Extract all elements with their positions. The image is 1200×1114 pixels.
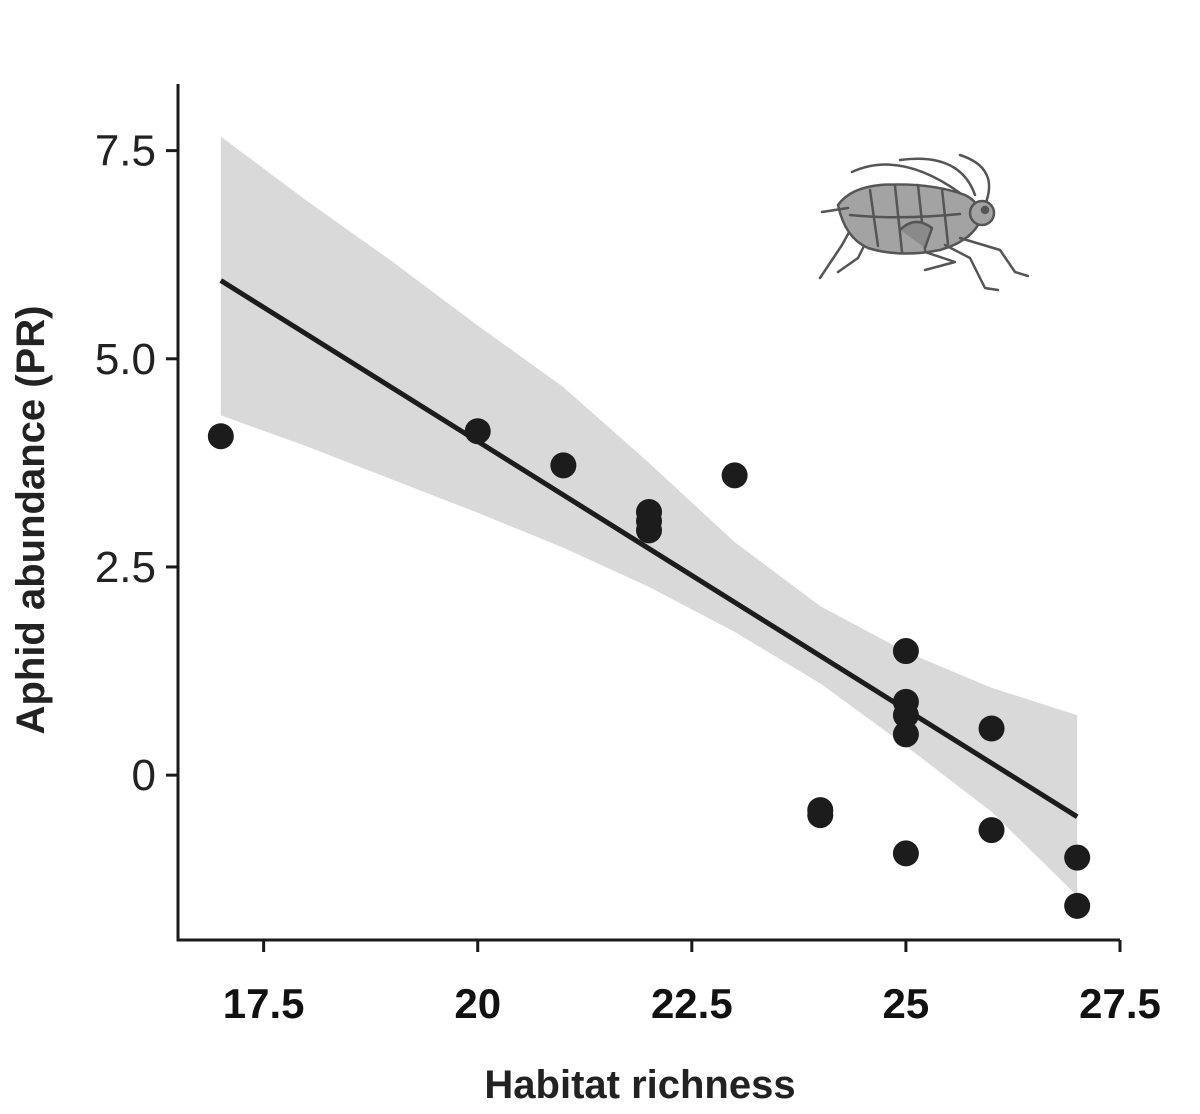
data-point — [636, 517, 662, 544]
x-tick-labels: 17.5 20 22.5 25 27.5 — [223, 980, 1161, 1027]
x-tick-label: 22.5 — [651, 980, 733, 1027]
regression-line — [219, 278, 1079, 819]
y-axis-title: Aphid abundance (PR) — [9, 306, 53, 735]
data-point — [550, 452, 577, 479]
data-point — [207, 423, 234, 450]
aphid-icon — [818, 153, 1030, 292]
x-axis-title: Habitat richness — [484, 1063, 795, 1107]
data-point — [1064, 844, 1091, 871]
data-point — [978, 715, 1005, 742]
y-tick-label: 5.0 — [95, 335, 156, 384]
y-tick-label: 7.5 — [95, 127, 156, 176]
data-point — [721, 462, 748, 489]
x-tick-label: 17.5 — [223, 980, 305, 1027]
data-point — [892, 638, 919, 665]
x-tick-label: 20 — [454, 980, 501, 1027]
data-point — [978, 817, 1005, 844]
data-points-layer — [207, 418, 1091, 919]
x-tick-label: 25 — [883, 980, 930, 1027]
x-tick-label: 27.5 — [1079, 980, 1161, 1027]
data-point — [892, 721, 919, 748]
y-tick-label: 2.5 — [95, 543, 156, 592]
y-tick-label: 0 — [132, 751, 156, 800]
axes — [166, 84, 1122, 952]
data-point — [892, 840, 919, 867]
data-point — [1064, 892, 1091, 919]
data-point — [892, 702, 919, 729]
data-point — [464, 418, 491, 445]
fit-line-layer — [219, 278, 1079, 819]
y-tick-labels: 0 2.5 5.0 7.5 — [95, 127, 156, 801]
data-point — [807, 802, 834, 829]
